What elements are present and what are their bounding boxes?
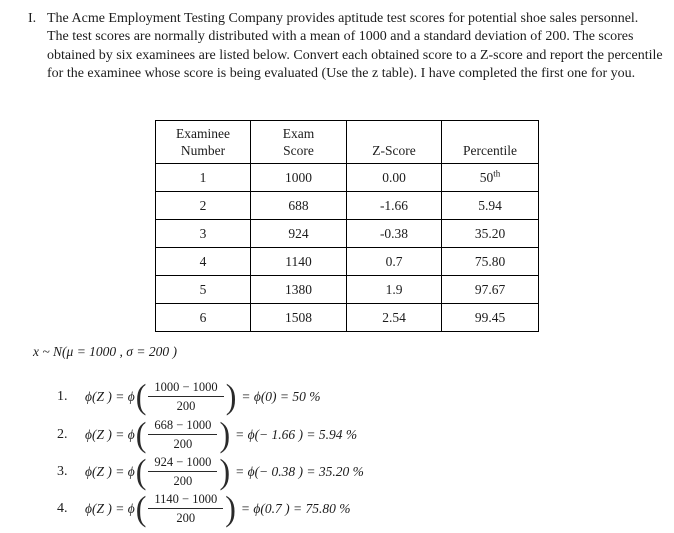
- equation-lead: ϕ(Z ) = ϕ: [85, 500, 135, 516]
- cell-percentile: 5.94: [441, 191, 539, 220]
- equation-number: 3.: [57, 463, 68, 479]
- cell-exam-score: 1000: [250, 163, 347, 192]
- open-paren: (: [135, 376, 147, 416]
- scores-table: Examinee Number Exam Score Z-Score Perce…: [155, 120, 539, 332]
- fraction: 1140 − 1000 200: [148, 491, 224, 527]
- open-paren: (: [135, 488, 147, 528]
- cell-examinee: 2: [155, 191, 251, 220]
- cell-percentile: 50th: [441, 163, 539, 192]
- open-paren: (: [135, 451, 147, 491]
- equation-result: = ϕ(0.7 ) = 75.80 %: [240, 500, 351, 516]
- fraction-denominator: 200: [173, 474, 193, 489]
- col-header-examinee-number: Examinee Number: [155, 120, 251, 164]
- fraction-numerator: 1140 − 1000: [148, 491, 224, 510]
- equation-row-3: 3. ϕ(Z ) = ϕ ( 924 − 1000 200 ) = ϕ(− 0.…: [57, 454, 364, 490]
- cell-percentile: 35.20: [441, 219, 539, 248]
- fraction: 924 − 1000 200: [148, 454, 218, 490]
- cell-examinee: 3: [155, 219, 251, 248]
- cell-z-score: -0.38: [346, 219, 442, 248]
- open-paren: (: [135, 414, 147, 454]
- table-row: 5 1380 1.9 97.67: [155, 275, 539, 304]
- close-paren: ): [219, 414, 231, 454]
- equation-row-2: 2. ϕ(Z ) = ϕ ( 668 − 1000 200 ) = ϕ(− 1.…: [57, 417, 357, 453]
- cell-percentile: 99.45: [441, 303, 539, 332]
- table-row: 4 1140 0.7 75.80: [155, 247, 539, 276]
- cell-examinee: 5: [155, 275, 251, 304]
- fraction-numerator: 668 − 1000: [148, 417, 218, 436]
- close-paren: ): [225, 376, 237, 416]
- cell-exam-score: 1140: [250, 247, 347, 276]
- fraction-numerator: 1000 − 1000: [148, 379, 224, 398]
- problem-text: The Acme Employment Testing Company prov…: [47, 11, 663, 82]
- cell-exam-score: 1508: [250, 303, 347, 332]
- cell-z-score: 1.9: [346, 275, 442, 304]
- equation-number: 1.: [57, 388, 68, 404]
- fraction-denominator: 200: [176, 511, 196, 526]
- fraction: 1000 − 1000 200: [148, 379, 224, 415]
- distribution-formula: x ~ N(μ = 1000 , σ = 200 ): [33, 344, 177, 359]
- cell-examinee: 1: [155, 163, 251, 192]
- equation-number: 2.: [57, 426, 68, 442]
- problem-numeral: I.: [28, 11, 37, 26]
- ordinal-suffix: th: [493, 168, 501, 178]
- table-row: 2 688 -1.66 5.94: [155, 191, 539, 220]
- cell-exam-score: 1380: [250, 275, 347, 304]
- col-header-exam-score: Exam Score: [250, 120, 347, 164]
- equation-row-4: 4. ϕ(Z ) = ϕ ( 1140 − 1000 200 ) = ϕ(0.7…: [57, 491, 350, 527]
- equation-result: = ϕ(− 0.38 ) = 35.20 %: [235, 463, 364, 479]
- equation-row-1: 1. ϕ(Z ) = ϕ ( 1000 − 1000 200 ) = ϕ(0) …: [57, 379, 321, 415]
- table-row: 1 1000 0.00 50th: [155, 163, 539, 192]
- fraction: 668 − 1000 200: [148, 417, 218, 453]
- fraction-denominator: 200: [173, 437, 193, 452]
- cell-exam-score: 924: [250, 219, 347, 248]
- cell-percentile: 97.67: [441, 275, 539, 304]
- equation-lead: ϕ(Z ) = ϕ: [85, 463, 135, 479]
- cell-z-score: 2.54: [346, 303, 442, 332]
- table-row: 3 924 -0.38 35.20: [155, 219, 539, 248]
- equation-lead: ϕ(Z ) = ϕ: [85, 426, 135, 442]
- equation-lead: ϕ(Z ) = ϕ: [85, 388, 135, 404]
- fraction-denominator: 200: [176, 399, 196, 414]
- cell-z-score: -1.66: [346, 191, 442, 220]
- col-header-z-score: Z-Score: [346, 120, 442, 164]
- close-paren: ): [219, 451, 231, 491]
- problem-statement: I. The Acme Employment Testing Company p…: [28, 10, 663, 84]
- fraction-numerator: 924 − 1000: [148, 454, 218, 473]
- cell-examinee: 6: [155, 303, 251, 332]
- table-row: 6 1508 2.54 99.45: [155, 303, 539, 332]
- cell-exam-score: 688: [250, 191, 347, 220]
- cell-examinee: 4: [155, 247, 251, 276]
- equation-result: = ϕ(− 1.66 ) = 5.94 %: [235, 426, 358, 442]
- cell-z-score: 0.7: [346, 247, 442, 276]
- col-header-percentile: Percentile: [441, 120, 539, 164]
- equation-number: 4.: [57, 500, 68, 516]
- equation-result: = ϕ(0) = 50 %: [241, 388, 321, 404]
- table-header-row: Examinee Number Exam Score Z-Score Perce…: [155, 120, 539, 164]
- cell-percentile: 75.80: [441, 247, 539, 276]
- close-paren: ): [225, 488, 236, 528]
- cell-z-score: 0.00: [346, 163, 442, 192]
